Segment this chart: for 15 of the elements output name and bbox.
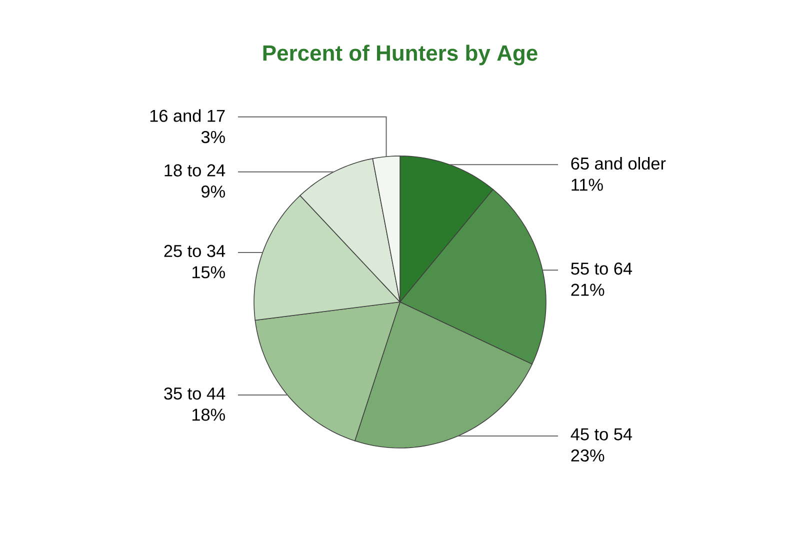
slice-label: 45 to 54 bbox=[570, 428, 632, 440]
data-label: 11% bbox=[572, 178, 603, 191]
data-label: 21% bbox=[571, 284, 604, 296]
data-label: 18% bbox=[192, 408, 225, 421]
chart-title: Percent of Hunters by Age bbox=[263, 44, 538, 66]
slice-label: 35 to 44 bbox=[164, 387, 226, 400]
slice-label: 25 to 34 bbox=[164, 244, 226, 258]
slice-label: 16 and 17 bbox=[150, 109, 225, 122]
data-label: 3% bbox=[201, 130, 225, 144]
slice-label: 65 and older bbox=[571, 157, 666, 170]
slice-label: 18 to 24 bbox=[164, 164, 226, 176]
data-label: 9% bbox=[202, 186, 225, 198]
slice-label: 55 to 64 bbox=[571, 262, 632, 275]
data-label: 23% bbox=[571, 449, 604, 462]
data-label: 15% bbox=[192, 266, 225, 278]
